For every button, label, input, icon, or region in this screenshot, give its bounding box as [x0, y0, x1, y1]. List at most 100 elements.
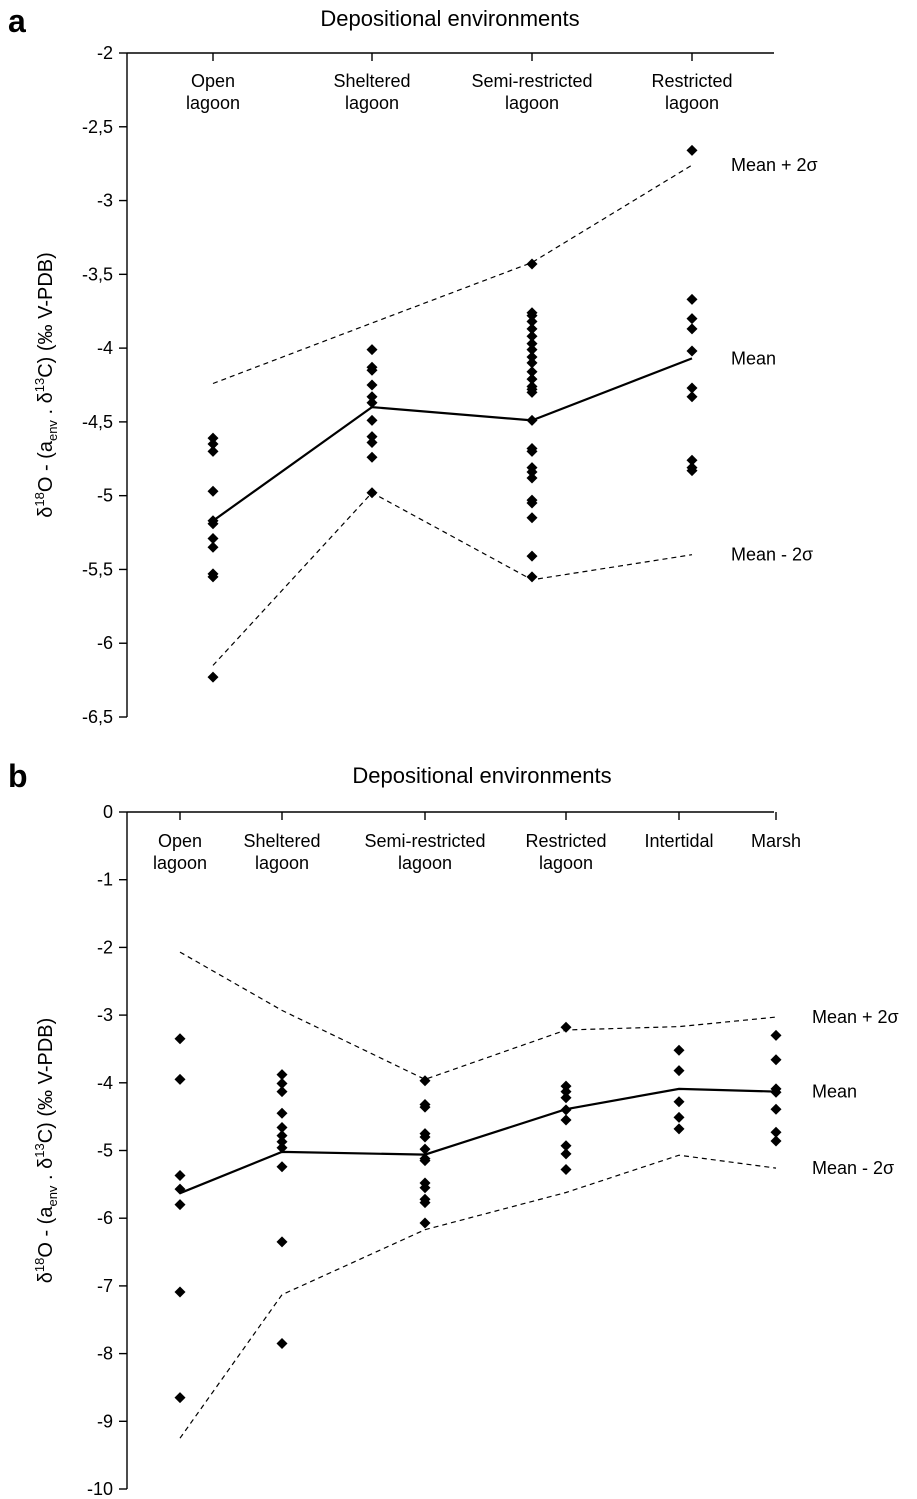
panel-b-data-point — [419, 1155, 431, 1167]
panel-a-y-axis-label-part: O - (a — [35, 440, 57, 492]
panel-a-data-point — [526, 466, 538, 478]
panel-b-y-axis-label-part: δ — [35, 1272, 57, 1283]
panel-b-chart-title: Depositional environments — [352, 763, 611, 788]
panel-b-y-axis-label-part: . δ — [35, 1158, 57, 1186]
panel-a-data-point — [686, 454, 698, 466]
panel-a-data-point — [526, 414, 538, 426]
panel-b-data-point — [276, 1161, 288, 1173]
panel-a-data-point — [207, 532, 219, 544]
panel-b-category-label: lagoon — [255, 853, 309, 873]
panel-b-data-point — [770, 1054, 782, 1066]
panel-a-y-tick-label: -2,5 — [82, 117, 113, 137]
panel-b-y-tick-label: -9 — [97, 1411, 113, 1431]
panel-a-data-point — [366, 451, 378, 463]
panel-b-data-point — [673, 1123, 685, 1135]
panel-b-y-axis-label-part: env — [45, 1185, 60, 1206]
panel-a-data-point — [526, 357, 538, 369]
panel-a-series-label: Mean + 2σ — [731, 155, 818, 175]
panel-b-data-point — [770, 1086, 782, 1098]
panel-b-y-tick-label: 0 — [103, 802, 113, 822]
panel-b-data-point — [770, 1029, 782, 1041]
panel-b-series-line — [179, 1154, 777, 1439]
panel-a-series-line — [212, 357, 693, 522]
panel-b-data-point — [673, 1065, 685, 1077]
panel-a-data-point — [526, 351, 538, 363]
panel-a-data-point — [207, 485, 219, 497]
panel-a-data-point — [366, 431, 378, 443]
panel-b-category-label: lagoon — [398, 853, 452, 873]
panel-b-series-line — [179, 1087, 777, 1195]
panel-a-data-point — [526, 258, 538, 270]
panel-a-y-axis-label-part: 13 — [32, 378, 47, 392]
panel-a-category-label: Open — [191, 71, 235, 91]
panel-b-y-tick-label: -7 — [97, 1276, 113, 1296]
panel-a-category-label: lagoon — [345, 93, 399, 113]
panel-b-data-point — [276, 1086, 288, 1098]
panel-b-panel-letter: b — [8, 758, 28, 794]
panel-b-series-label: Mean — [812, 1082, 857, 1102]
panel-b-series-label: Mean + 2σ — [812, 1007, 899, 1027]
panel-b-y-axis-label-part: C) (‰ V-PDB) — [35, 1018, 57, 1144]
panel-a-y-tick-label: -6,5 — [82, 707, 113, 727]
panel-a-series-line — [212, 164, 693, 385]
panel-b-series-line — [179, 951, 777, 1081]
panel-a-data-point — [686, 313, 698, 325]
panel-b-y-axis-label-part: 18 — [32, 1258, 47, 1272]
panel-a-data-point — [366, 397, 378, 409]
panel-b-data-point — [419, 1182, 431, 1194]
panel-b-y-axis-label: δ18O - (aenv . δ13C) (‰ V-PDB) — [32, 1018, 60, 1284]
panel-a-data-point — [366, 379, 378, 391]
panel-a-category-label: Semi-restricted — [471, 71, 592, 91]
panel-a-data-point — [526, 373, 538, 385]
panel-a-data-point — [366, 414, 378, 426]
panel-b-data-point — [276, 1107, 288, 1119]
panel-b-data-point — [560, 1092, 572, 1104]
panel-a-data-point — [526, 323, 538, 335]
panel-a-data-point — [526, 571, 538, 583]
panel-b-data-point — [673, 1044, 685, 1056]
panel-b-data-point — [276, 1077, 288, 1089]
panel-a-data-point — [686, 382, 698, 394]
panel-b: b Depositional environments 0 -1 -2 -3 -4 -5 -6 -… — [8, 758, 899, 1499]
panel-a-series-label: Mean — [731, 348, 776, 368]
panel-a-data-point — [526, 310, 538, 322]
panel-a-panel-letter: a — [8, 3, 26, 39]
panel-b-category-label: lagoon — [539, 853, 593, 873]
panel-a-y-tick-label: -5 — [97, 486, 113, 506]
panel-a-data-point — [686, 323, 698, 335]
panel-b-y-tick-label: -8 — [97, 1344, 113, 1364]
panel-a-data-point — [686, 465, 698, 477]
panel-a-data-point — [366, 344, 378, 356]
panel-b-data-point — [174, 1170, 186, 1182]
panel-b-y-tick-label: -5 — [97, 1141, 113, 1161]
panel-a-data-point — [366, 364, 378, 376]
panel-a-data-point — [526, 550, 538, 562]
panel-b-data-point — [276, 1236, 288, 1248]
panel-b-data-point — [419, 1217, 431, 1229]
panel-a-data-point — [207, 571, 219, 583]
panel-a-y-axis-label-part: C) (‰ V-PDB) — [35, 252, 57, 378]
panel-b-data-point — [276, 1142, 288, 1154]
panel-a-category-label: lagoon — [186, 93, 240, 113]
panel-a-y-tick-label: -4,5 — [82, 412, 113, 432]
panel-a-data-point — [207, 541, 219, 553]
panel-b-data-point — [174, 1199, 186, 1211]
panel-b-y-tick-label: -10 — [87, 1479, 113, 1499]
panel-b-data-point — [560, 1163, 572, 1175]
panel-b-data-point — [276, 1121, 288, 1133]
panel-a-data-point — [207, 445, 219, 457]
panel-a-data-point — [686, 391, 698, 403]
panel-a-data-point — [686, 144, 698, 156]
panel-a-data-point — [526, 338, 538, 350]
panel-b-data-point — [560, 1148, 572, 1160]
panel-b-series-label: Mean - 2σ — [812, 1158, 894, 1178]
panel-b-data-point — [419, 1101, 431, 1113]
panel-a-category-label: lagoon — [665, 93, 719, 113]
panel-a-data-point — [207, 438, 219, 450]
panel-b-data-point — [174, 1033, 186, 1045]
panel-b-data-point — [174, 1392, 186, 1404]
panel-a-series-line — [212, 491, 693, 666]
panel-a-y-axis-label: δ18O - (aenv . δ13C) (‰ V-PDB) — [32, 252, 60, 518]
panel-b-y-tick-label: -2 — [97, 937, 113, 957]
panel-a-data-point — [526, 344, 538, 356]
